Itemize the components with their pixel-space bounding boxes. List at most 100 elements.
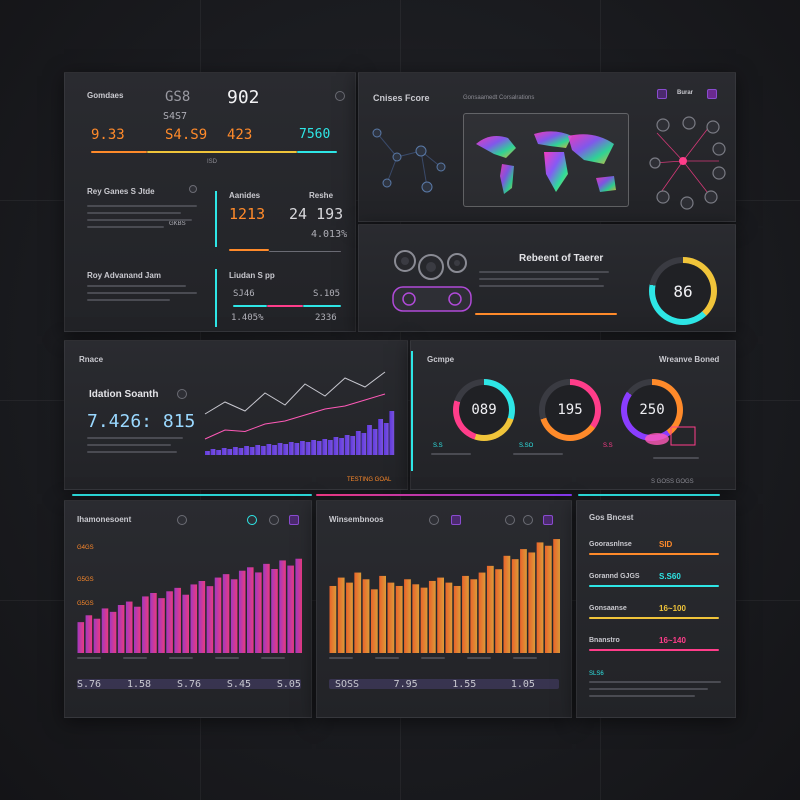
chart-bar — [117, 605, 125, 653]
download-icon[interactable] — [505, 515, 515, 525]
mid-title: Aanides — [229, 191, 261, 200]
chart-bar — [206, 586, 214, 653]
gauge-1: 089 — [453, 379, 515, 441]
chart-bar — [238, 570, 246, 653]
list-item[interactable]: Gonsaanse 16~100 — [589, 601, 725, 633]
chart-bar — [93, 618, 101, 653]
download-icon[interactable] — [269, 515, 279, 525]
reboot-panel: Rebeent of Taerer 86 — [358, 224, 736, 332]
chart-bar — [355, 431, 361, 455]
world-map-card[interactable] — [463, 113, 629, 207]
stat-sub: S4S7 — [163, 111, 188, 122]
list-item-bar — [589, 617, 719, 619]
chart-bar — [283, 444, 289, 455]
list-item-bar — [589, 585, 719, 587]
chart-bar — [109, 611, 117, 653]
reboot-title: Rebeent of Taerer — [519, 253, 604, 264]
mid-bar-grey — [269, 251, 341, 252]
list-item-label: Gorannd GJGS — [589, 573, 640, 580]
reboot-progress-bar — [475, 313, 617, 315]
chart-bar — [370, 589, 378, 653]
low-value-3: 1.405% — [231, 313, 264, 323]
info-icon[interactable] — [189, 185, 197, 193]
search-footer: TESTING GOAL — [347, 477, 392, 483]
low-value-1: SJ46 — [233, 289, 255, 299]
list-item-value: SID — [659, 540, 673, 549]
text-lines — [87, 205, 197, 233]
stats-panel: Gomdaes GS8 902 S4S7 9.33 S4.S9 423 7560… — [64, 72, 356, 332]
chart-bar — [361, 433, 367, 455]
chart-bar — [222, 574, 230, 653]
chart-bar — [277, 443, 283, 455]
chart-bar — [536, 542, 544, 653]
chart-bar — [470, 579, 478, 653]
chart-bar — [367, 425, 372, 455]
chart-bar — [378, 419, 384, 455]
expand-icon[interactable] — [707, 89, 717, 99]
progress-bar-orange — [91, 151, 147, 153]
list-item[interactable]: Gorannd GJGS S.S60 — [589, 569, 725, 601]
cloud-icon[interactable] — [429, 515, 439, 525]
settings-icon[interactable] — [177, 515, 187, 525]
series-line — [204, 371, 386, 415]
gears-icon — [392, 250, 472, 312]
gauge-2: 195 — [539, 379, 601, 441]
list-item-label: Bnanstro — [589, 637, 620, 644]
chart-bar — [354, 572, 362, 653]
progress-bar-yellow — [147, 151, 297, 153]
chart-bar — [412, 584, 420, 653]
map-button-label[interactable]: Burar — [677, 90, 694, 96]
header-label: Gomdaes — [87, 91, 124, 100]
menu-icon[interactable] — [657, 89, 667, 99]
stat-value-2: S4.S9 — [165, 127, 208, 143]
list-item-label: Goorasnlnse — [589, 541, 632, 548]
chart-left-footer: S.76 1.58 S.76 S.45 S.05 — [77, 679, 301, 690]
gauge-2-sub: S.SO — [519, 443, 534, 449]
footer-value: S.76 — [176, 679, 202, 690]
gauges-panel: Gcmpe Wreanve Boned 089 195 250 S.S S.SO… — [410, 340, 736, 490]
list-item[interactable]: Goorasnlnse SID — [589, 537, 725, 569]
gauges-footer: S GOSS GOGS — [651, 479, 694, 485]
chart-left-title: Ihamonesoent — [77, 515, 132, 524]
footer-value: 1.05 — [510, 679, 535, 690]
series-line — [204, 393, 386, 440]
search-icon[interactable] — [177, 389, 187, 399]
chart-bar — [503, 555, 511, 653]
chart-bar — [300, 441, 305, 455]
list-item-value: S.S60 — [659, 572, 681, 581]
chart-mid-panel: Winsembnoos SOSS 7.95 1.55 1.05 — [316, 500, 572, 718]
text-lines — [431, 453, 471, 460]
stat-value-1: 9.33 — [91, 127, 125, 143]
progress-bar-cyan — [297, 151, 337, 153]
chart-bar — [294, 443, 300, 455]
chart-bar — [362, 579, 370, 653]
chart-left-label-2: G5GS — [77, 577, 94, 583]
gauge-1-value: 089 — [459, 385, 509, 435]
refresh-icon[interactable] — [335, 91, 345, 101]
text-lines — [87, 285, 197, 306]
share-icon[interactable] — [523, 515, 533, 525]
footer-value: S.45 — [226, 679, 251, 690]
section-b-title: Roy Advanand Jam — [87, 271, 161, 280]
chart-bar — [158, 598, 165, 653]
chart-bar — [495, 569, 502, 653]
filter-icon[interactable] — [451, 515, 461, 525]
mid-bar-orange — [229, 249, 269, 251]
low-value-2: S.105 — [313, 289, 341, 299]
chart-bar — [350, 436, 356, 455]
expand-icon[interactable] — [289, 515, 299, 525]
chart-bar — [255, 445, 261, 455]
expand-icon[interactable] — [543, 515, 553, 525]
chart-bar — [437, 577, 444, 653]
chart-left-label-3: G5GS — [77, 601, 94, 607]
chart-bar — [142, 596, 149, 653]
list-item-bar — [589, 649, 719, 651]
stat-value-4: 7560 — [299, 127, 331, 142]
map-subtitle: Gonsaamedt Corsalrations — [463, 95, 535, 101]
refresh-icon[interactable] — [247, 515, 257, 525]
section-a-tag: GKBS — [169, 221, 186, 227]
chart-bar — [395, 585, 403, 653]
list-item[interactable]: Bnanstro 16~140 — [589, 633, 725, 665]
chart-bar — [478, 572, 486, 653]
chart-bar — [344, 435, 350, 455]
